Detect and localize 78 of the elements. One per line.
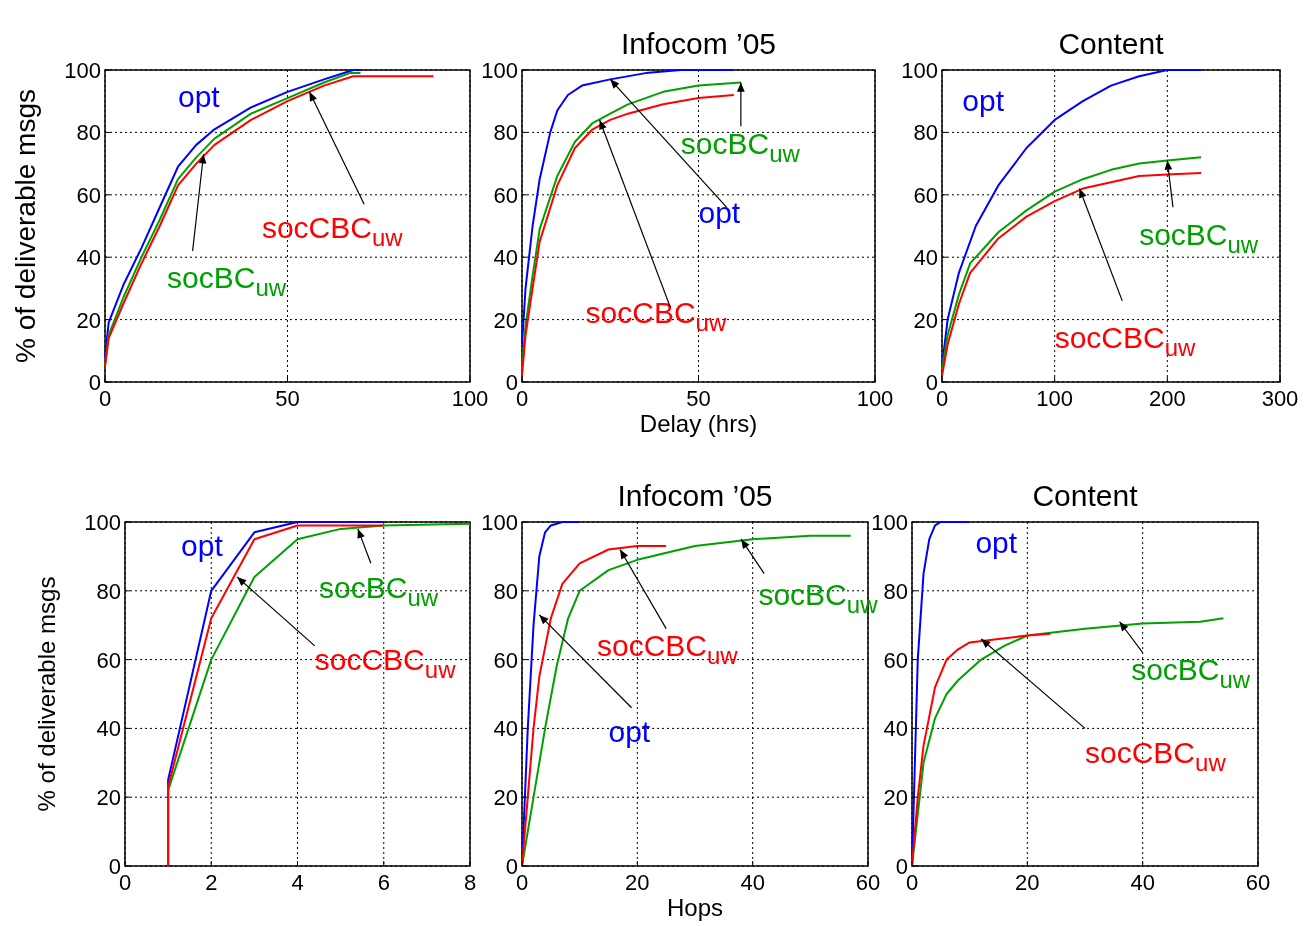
series-label: opt <box>962 83 1005 117</box>
y-tick-label: 20 <box>493 307 518 333</box>
y-tick-label: 40 <box>883 716 908 742</box>
x-tick-label: 2 <box>205 870 218 895</box>
y-tick-label: 60 <box>96 647 121 673</box>
series-label: socBC$_{uw}$ <box>680 127 801 168</box>
y-tick-label: 40 <box>493 245 518 271</box>
text: opt <box>698 195 741 229</box>
x-tick-label: 50 <box>686 386 711 411</box>
x-tick-label: 50 <box>275 386 300 411</box>
series-label: opt <box>975 525 1018 559</box>
x-axis-title: Hops <box>666 894 724 921</box>
y-tick-label: 80 <box>96 578 121 604</box>
series-label: socBC$_{uw}$ <box>319 570 439 612</box>
y-tick-label: 20 <box>76 307 101 333</box>
series-label: socBC$_{uw}$ <box>167 261 287 302</box>
text: socCBC$_{uw}$ <box>261 211 404 252</box>
x-tick-label: 100 <box>451 386 489 411</box>
y-tick-label: 0 <box>895 854 908 879</box>
y-tick-label: 100 <box>481 510 518 535</box>
y-tick-label: 0 <box>108 854 121 879</box>
y-tick-label: 20 <box>883 785 908 811</box>
text: opt <box>608 715 651 749</box>
y-tick-label: 80 <box>76 120 101 146</box>
series-label: opt <box>178 80 221 114</box>
x-axis-title: Delay (hrs) <box>639 410 758 437</box>
y-tick-label: 60 <box>493 182 518 208</box>
x-tick-label: 200 <box>1148 386 1186 411</box>
y-tick-label: 60 <box>913 182 938 208</box>
y-tick-label: 60 <box>493 647 518 673</box>
y-tick-label: 0 <box>925 370 938 395</box>
y-tick-label: 40 <box>96 716 121 742</box>
chart-title: Infocom ’05 <box>617 479 773 512</box>
y-axis-title: % of deliverable msgs <box>10 89 41 363</box>
chart-title: Content <box>1058 27 1165 60</box>
text: socCBC$_{uw}$ <box>1054 320 1197 362</box>
text: socCBC$_{uw}$ <box>314 642 457 684</box>
y-tick-label: 100 <box>901 58 938 83</box>
line-series <box>104 75 435 368</box>
x-tick-label: 60 <box>855 870 881 895</box>
y-tick-label: 20 <box>493 785 518 811</box>
y-tick-label: 40 <box>493 716 518 742</box>
series-label: opt <box>181 529 224 563</box>
y-tick-label: 80 <box>493 120 518 146</box>
series-label: socCBC$_{uw}$ <box>596 629 739 670</box>
x-tick-label: 60 <box>1245 870 1271 895</box>
y-tick-label: 80 <box>913 120 938 146</box>
y-tick-label: 80 <box>493 578 518 604</box>
series-label: socCBC$_{uw}$ <box>585 295 727 337</box>
y-tick-label: 20 <box>913 307 938 333</box>
y-tick-label: 100 <box>64 58 101 83</box>
x-tick-label: 4 <box>291 870 304 895</box>
y-tick-label: 60 <box>883 647 908 673</box>
x-tick-label: 8 <box>463 870 477 895</box>
y-tick-label: 100 <box>84 510 121 535</box>
y-tick-label: 40 <box>913 245 938 271</box>
x-tick-label: 40 <box>740 870 765 895</box>
x-tick-label: 20 <box>1015 870 1040 895</box>
y-tick-label: 40 <box>76 245 101 271</box>
y-tick-label: 100 <box>481 58 518 83</box>
text: socCBC$_{uw}$ <box>1085 735 1227 777</box>
x-tick-label: 6 <box>377 870 390 895</box>
chart-title: Content <box>1032 479 1139 512</box>
x-tick-label: 40 <box>1130 870 1155 895</box>
y-tick-label: 0 <box>505 370 518 395</box>
x-tick-label: 100 <box>1036 386 1074 411</box>
y-tick-label: 100 <box>871 510 908 535</box>
x-tick-label: 300 <box>1261 386 1299 411</box>
y-tick-label: 0 <box>88 370 101 395</box>
chart-title: Infocom ’05 <box>620 27 777 60</box>
series-label: socBC$_{uw}$ <box>1131 653 1251 694</box>
y-axis-title: % of deliverable msgs <box>33 576 60 812</box>
x-tick-label: 20 <box>625 870 650 895</box>
y-tick-label: 80 <box>883 578 908 604</box>
series-label: socBC$_{uw}$ <box>1139 217 1259 259</box>
y-tick-label: 60 <box>76 182 101 208</box>
y-tick-label: 0 <box>505 854 518 879</box>
y-tick-label: 20 <box>96 785 121 811</box>
